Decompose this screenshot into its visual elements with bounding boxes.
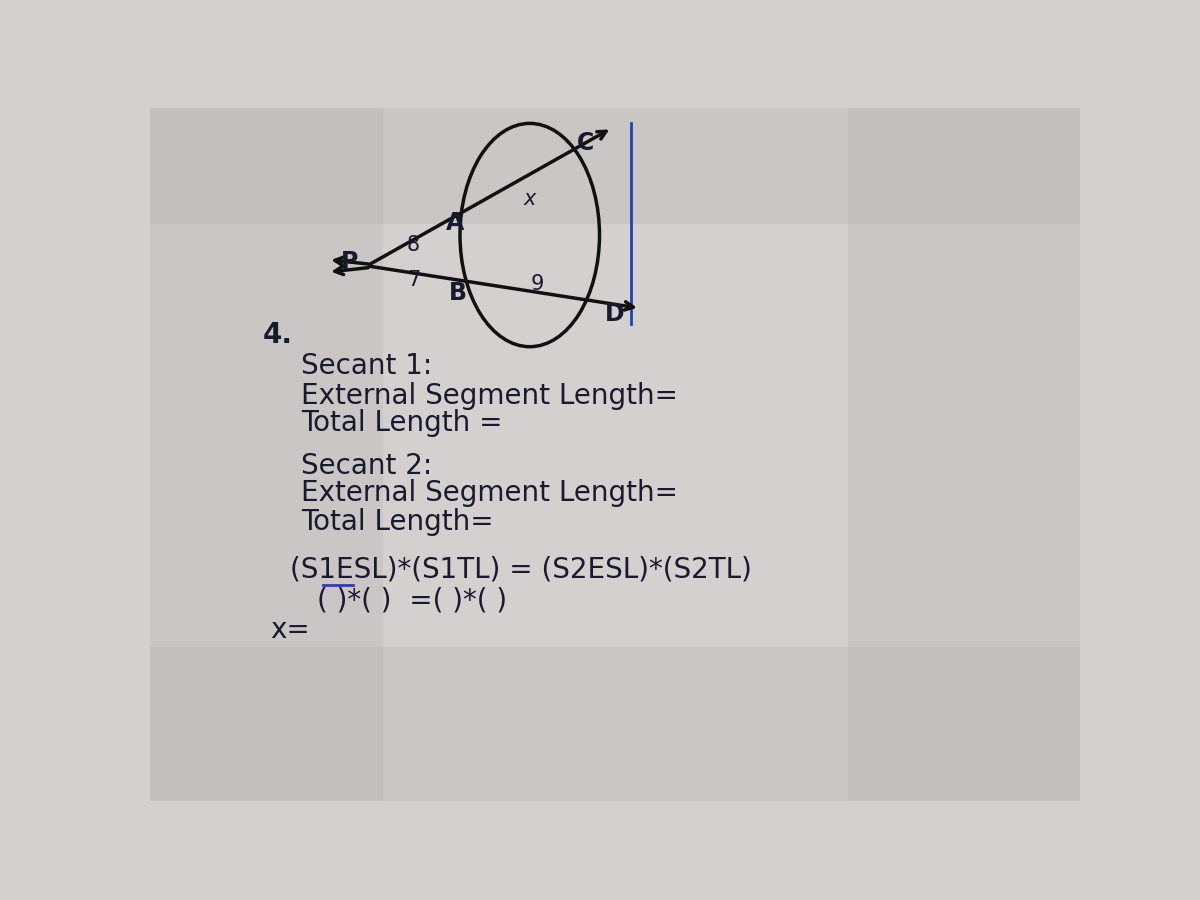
Text: (S1ESL)*(S1TL) = (S2ESL)*(S2TL): (S1ESL)*(S1TL) = (S2ESL)*(S2TL) <box>289 555 751 584</box>
Bar <box>150 647 1080 801</box>
Text: C: C <box>577 131 594 156</box>
Bar <box>150 108 383 801</box>
Text: P: P <box>341 250 359 274</box>
Text: A: A <box>445 212 463 236</box>
Text: External Segment Length=: External Segment Length= <box>301 382 678 410</box>
Text: Total Length =: Total Length = <box>301 410 503 437</box>
Text: B: B <box>449 281 467 305</box>
Text: Total Length=: Total Length= <box>301 508 493 536</box>
Text: 8: 8 <box>407 235 420 255</box>
Text: Secant 2:: Secant 2: <box>301 452 432 480</box>
Text: Secant 1:: Secant 1: <box>301 352 432 380</box>
Text: ( )*( )  =( )*( ): ( )*( ) =( )*( ) <box>317 587 506 615</box>
Text: x: x <box>523 189 536 209</box>
Text: 4.: 4. <box>263 321 293 349</box>
Text: D: D <box>605 302 625 327</box>
Bar <box>847 108 1080 801</box>
Text: 7: 7 <box>407 270 420 290</box>
Text: x=: x= <box>270 616 310 644</box>
Text: 9: 9 <box>530 274 544 293</box>
Text: External Segment Length=: External Segment Length= <box>301 479 678 507</box>
Bar <box>150 108 1080 223</box>
